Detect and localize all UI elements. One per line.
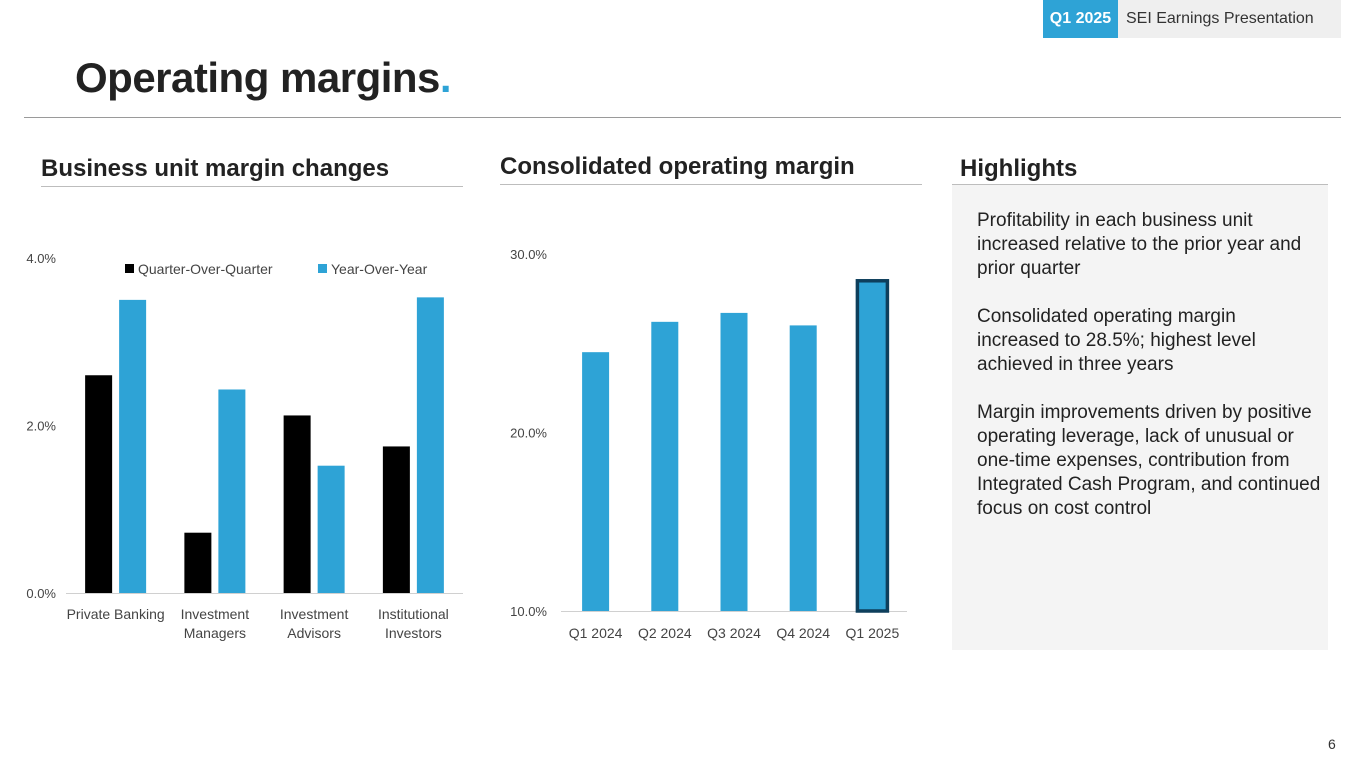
section-divider-right — [952, 184, 1328, 185]
x-tick-label: Institutional — [378, 606, 449, 622]
highlights-text: Profitability in each business unit incr… — [977, 209, 1322, 545]
highlight-item: Margin improvements driven by positive o… — [977, 402, 1321, 519]
title-divider — [24, 117, 1341, 118]
y-tick-label: 20.0% — [510, 426, 547, 441]
quarter-badge: Q1 2025 — [1043, 0, 1118, 38]
highlights-panel — [952, 185, 1328, 650]
business-unit-margin-chart: 0.0% 2.0% 4.0% Private Banking Investment Man… — [26, 251, 463, 641]
legend-swatch — [318, 264, 327, 273]
x-tick-label: Investment — [280, 606, 349, 622]
highlight-item: Profitability in each business unit incr… — [977, 210, 1302, 279]
section-title-highlights: Highlights — [960, 155, 1078, 182]
section-title-consolidated: Consolidated operating margin — [500, 153, 855, 180]
bar — [651, 321, 679, 611]
y-tick-label: 10.0% — [510, 604, 547, 619]
section-divider-middle — [500, 184, 922, 185]
page-number: 6 — [1328, 736, 1336, 752]
x-tick-label: Q2 2024 — [638, 625, 692, 641]
x-tick-label: Advisors — [287, 625, 341, 641]
x-tick-label: Q1 2025 — [846, 625, 900, 641]
y-tick-label: 2.0% — [26, 419, 56, 434]
bar — [582, 352, 610, 611]
bar-qoq — [382, 446, 410, 593]
highlight-item: Consolidated operating margin increased … — [977, 306, 1256, 375]
y-tick-label: 4.0% — [26, 251, 56, 266]
bar-yoy — [317, 465, 345, 593]
legend-label: Quarter-Over-Quarter — [138, 261, 273, 277]
y-tick-label: 30.0% — [510, 247, 547, 262]
bar — [789, 325, 817, 611]
y-tick-label: 0.0% — [26, 586, 56, 601]
x-tick-label: Investors — [385, 625, 442, 641]
x-tick-label: Q3 2024 — [707, 625, 761, 641]
bar-yoy — [416, 297, 444, 593]
x-tick-label: Private Banking — [67, 606, 165, 622]
x-tick-label: Q1 2024 — [569, 625, 623, 641]
bar-highlighted — [855, 279, 890, 613]
bar-yoy — [119, 299, 147, 593]
bar — [720, 312, 748, 611]
x-tick-label: Q4 2024 — [776, 625, 830, 641]
section-divider-left — [41, 186, 463, 187]
section-title-business-unit: Business unit margin changes — [41, 155, 390, 182]
bar-qoq — [85, 375, 113, 593]
bar-qoq — [184, 532, 212, 593]
title-accent-dot: . — [439, 54, 452, 101]
legend-label: Year-Over-Year — [331, 261, 428, 277]
x-tick-label: Investment — [181, 606, 250, 622]
legend-swatch — [125, 264, 134, 273]
consolidated-margin-chart: 10.0% 20.0% 30.0% Q1 2024 Q2 2024 Q3 2024 Q4 2… — [510, 247, 907, 641]
bar-qoq — [283, 415, 311, 593]
presentation-title-badge: SEI Earnings Presentation — [1118, 0, 1341, 38]
bar-yoy — [218, 389, 246, 593]
page-title-text: Operating margins — [75, 54, 440, 101]
page-title: Operating margins. — [75, 54, 452, 102]
x-tick-label: Managers — [184, 625, 246, 641]
